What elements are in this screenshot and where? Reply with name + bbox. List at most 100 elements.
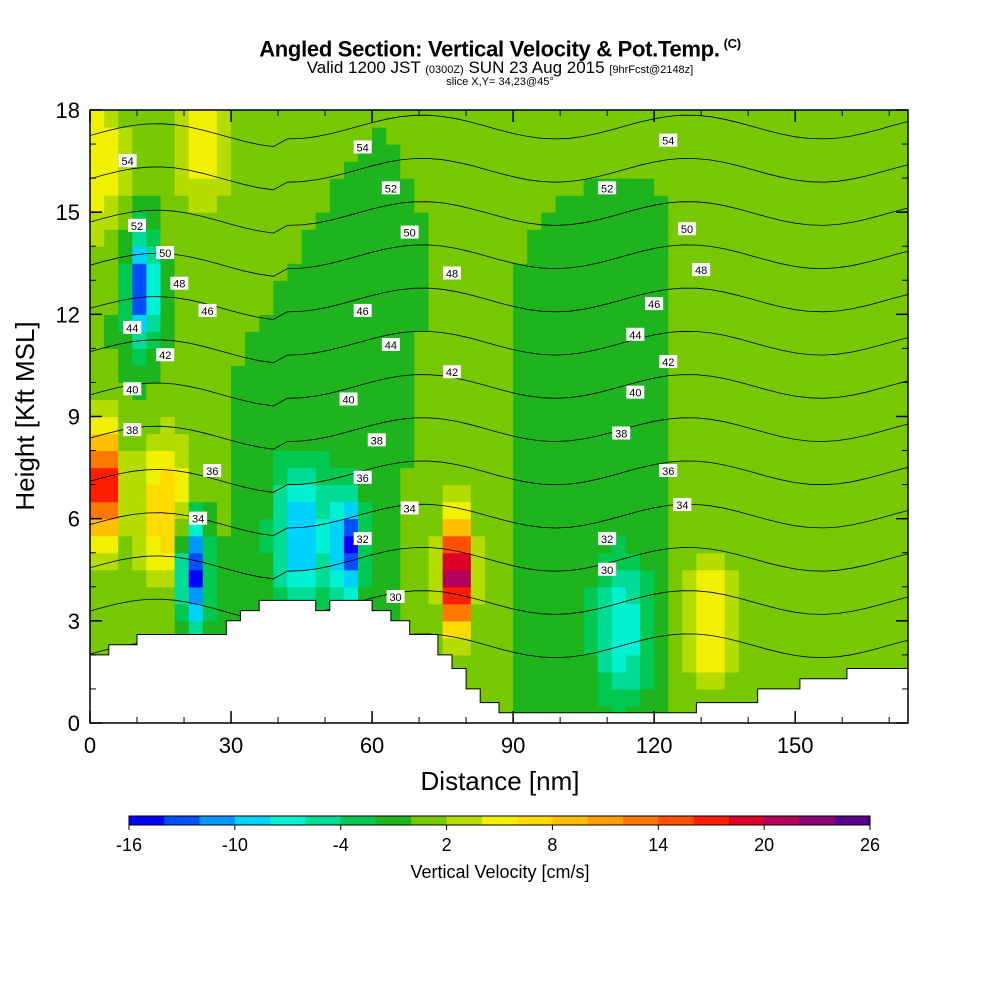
velocity-cell: [640, 552, 655, 571]
velocity-cell: [767, 127, 782, 145]
velocity-cell: [259, 467, 274, 486]
velocity-cell: [428, 331, 444, 349]
velocity-cell: [90, 569, 105, 588]
valid-date: SUN 23 Aug 2015: [468, 58, 605, 77]
svg-text:36: 36: [357, 473, 369, 485]
velocity-cell: [682, 416, 697, 435]
velocity-cell: [146, 110, 162, 128]
velocity-cell: [202, 484, 218, 503]
velocity-cell: [696, 450, 712, 469]
velocity-cell: [611, 229, 627, 247]
velocity-cell: [767, 246, 782, 264]
velocity-cell: [851, 399, 867, 418]
velocity-cell: [188, 195, 204, 213]
velocity-cell: [259, 484, 274, 503]
velocity-cell: [358, 450, 373, 469]
velocity-cell: [682, 637, 697, 656]
velocity-cell: [541, 467, 556, 486]
velocity-cell: [569, 484, 585, 503]
velocity-cell: [315, 586, 331, 605]
velocity-cell: [160, 178, 176, 196]
velocity-cell: [640, 654, 655, 673]
velocity-cell: [104, 535, 119, 554]
velocity-cell: [90, 127, 105, 145]
velocity-cell: [146, 467, 162, 486]
velocity-cell: [301, 246, 317, 264]
velocity-cell: [259, 501, 274, 520]
velocity-cell: [597, 110, 613, 128]
velocity-cell: [767, 450, 782, 469]
velocity-cell: [259, 382, 274, 400]
velocity-cell: [851, 586, 867, 605]
velocity-cell: [710, 518, 726, 537]
x-axis-label: Distance [nm]: [421, 766, 580, 796]
velocity-cell: [414, 603, 430, 622]
velocity-cell: [668, 297, 683, 315]
velocity-cell: [893, 331, 908, 349]
velocity-cell: [781, 178, 796, 196]
velocity-cell: [484, 433, 500, 452]
velocity-cell: [795, 416, 810, 435]
velocity-cell: [823, 433, 839, 452]
velocity-cell: [640, 569, 655, 588]
velocity-cell: [738, 178, 754, 196]
velocity-cell: [640, 144, 655, 162]
velocity-cell: [851, 382, 867, 400]
velocity-cell: [499, 110, 514, 128]
velocity-cell: [625, 620, 641, 639]
colorbar-tick-label: 20: [754, 835, 774, 855]
velocity-cell: [823, 229, 839, 247]
velocity-cell: [358, 569, 373, 588]
velocity-cell: [682, 586, 697, 605]
velocity-cell: [654, 314, 669, 332]
theta-contour-label: 54: [659, 133, 678, 148]
velocity-cell: [104, 382, 119, 400]
velocity-cell: [795, 161, 810, 179]
velocity-cell: [188, 161, 204, 179]
velocity-cell: [442, 467, 458, 486]
velocity-cell: [273, 314, 288, 332]
velocity-cell: [823, 246, 839, 264]
velocity-cell: [865, 433, 881, 452]
y-tick-label: 12: [56, 302, 80, 327]
velocity-cell: [583, 501, 599, 520]
velocity-cell: [231, 229, 246, 247]
velocity-cell: [315, 246, 331, 264]
velocity-cell: [668, 671, 683, 690]
velocity-cell: [90, 382, 105, 400]
velocity-cell: [781, 314, 796, 332]
velocity-cell: [640, 314, 655, 332]
velocity-cell: [90, 246, 105, 264]
velocity-cell: [386, 433, 401, 452]
velocity-cell: [132, 331, 147, 349]
velocity-cell: [104, 110, 119, 128]
colorbar-swatch: [764, 816, 800, 825]
velocity-cell: [400, 433, 415, 452]
velocity-cell: [386, 110, 401, 128]
theta-contour-label: 34: [400, 501, 419, 515]
velocity-cell: [583, 382, 599, 400]
velocity-cell: [527, 144, 542, 162]
velocity-cell: [541, 365, 556, 383]
velocity-cell: [823, 620, 839, 639]
velocity-cell: [527, 569, 542, 588]
velocity-cell: [231, 331, 246, 349]
velocity-cell: [386, 161, 401, 179]
velocity-cell: [696, 637, 712, 656]
velocity-cell: [90, 416, 105, 435]
velocity-cell: [372, 110, 387, 128]
velocity-cell: [118, 365, 133, 383]
velocity-cell: [710, 263, 726, 281]
velocity-cell: [343, 348, 359, 366]
velocity-cell: [484, 586, 500, 605]
velocity-cell: [837, 569, 853, 588]
velocity-cell: [273, 331, 288, 349]
velocity-cell: [668, 569, 683, 588]
velocity-cell: [329, 484, 345, 503]
velocity-cell: [513, 195, 528, 213]
velocity-cell: [146, 450, 162, 469]
velocity-cell: [188, 280, 204, 298]
velocity-cell: [809, 433, 824, 452]
velocity-cell: [513, 348, 528, 366]
velocity-cell: [231, 569, 246, 588]
